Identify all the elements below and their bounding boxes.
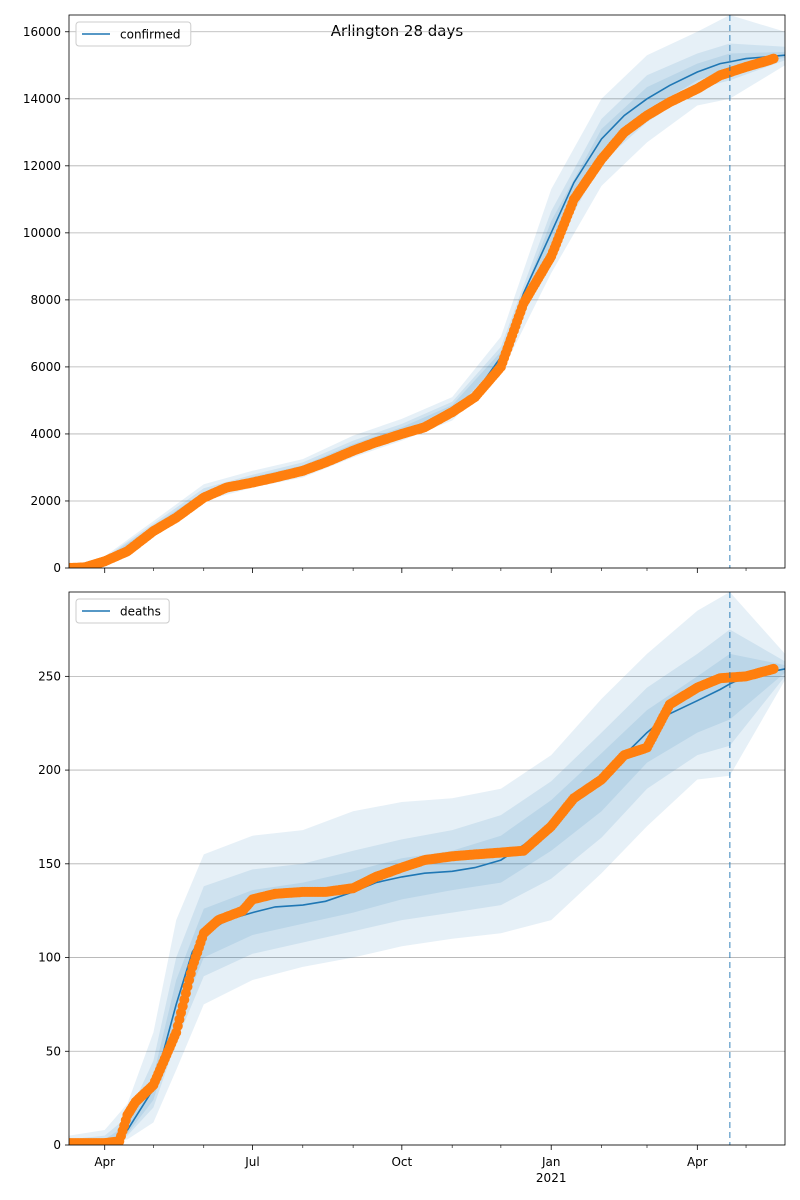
x-tick-year-label: 2021 [536, 1171, 567, 1185]
confirmed-panel: 0 2000 4000 6000 8000 10000 12000 14000 16000 con… [23, 14, 786, 575]
observed-point [768, 663, 779, 674]
observed-points [69, 53, 779, 568]
model-line [69, 54, 785, 568]
band-inner [69, 51, 785, 568]
band-outer [69, 592, 785, 1145]
y-tick-label: 10000 [23, 226, 61, 240]
y-tick-label: 250 [38, 669, 61, 683]
legend: confirmed [75, 21, 192, 47]
x-tick-label: Apr [94, 1155, 115, 1169]
x-tick-label: Apr [687, 1155, 708, 1169]
legend-box [75, 598, 170, 624]
band-mid [69, 629, 785, 1145]
legend-label: confirmed [120, 28, 181, 42]
y-tick-label: 0 [53, 1138, 61, 1152]
y-tick-label: 8000 [30, 293, 61, 307]
y-tick-label: 4000 [30, 427, 61, 441]
legend-label: deaths [120, 605, 161, 619]
x-tick-label: Jul [244, 1155, 259, 1169]
y-tick-label: 50 [46, 1044, 61, 1058]
y-tick-label: 14000 [23, 92, 61, 106]
y-tick-label: 0 [53, 561, 61, 575]
x-tick-label: Oct [391, 1155, 412, 1169]
plot-frame [68, 14, 786, 569]
y-tick-label: 12000 [23, 159, 61, 173]
legend-box [75, 21, 192, 47]
chart-title: Arlington 28 days [331, 22, 464, 40]
y-tick-label: 16000 [23, 25, 61, 39]
uncertainty-bands [69, 592, 785, 1145]
observed-points [69, 663, 779, 1145]
y-tick-label: 100 [38, 951, 61, 965]
x-axis: Apr Jul Oct Jan 2021 Apr [94, 1155, 707, 1185]
y-tick-label: 2000 [30, 494, 61, 508]
observed-point [768, 53, 779, 64]
band-mid [69, 43, 785, 568]
deaths-panel: 0 50 100 150 200 250 deaths [38, 591, 786, 1152]
y-tick-label: 200 [38, 763, 61, 777]
y-tick-label: 150 [38, 857, 61, 871]
legend: deaths [75, 598, 170, 624]
x-tick-label: Jan [541, 1155, 561, 1169]
y-tick-label: 6000 [30, 360, 61, 374]
plot-frame [68, 591, 786, 1146]
